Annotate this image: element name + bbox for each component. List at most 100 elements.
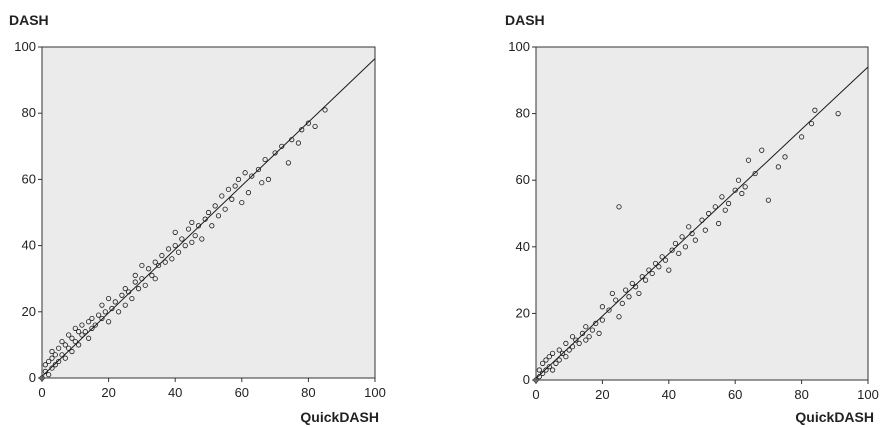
data-point xyxy=(49,355,55,361)
data-point xyxy=(540,370,546,376)
data-point xyxy=(62,342,68,348)
data-point xyxy=(222,206,228,212)
data-point xyxy=(559,350,566,356)
data-point xyxy=(722,207,728,213)
data-point xyxy=(46,372,52,378)
data-point xyxy=(798,134,805,140)
data-point xyxy=(322,107,328,113)
x-tick-label: 60 xyxy=(235,385,249,400)
data-point xyxy=(159,252,165,259)
y-tick-label: 100 xyxy=(508,39,530,54)
data-point xyxy=(219,193,225,199)
data-point xyxy=(56,345,62,351)
data-point xyxy=(72,338,78,345)
data-point xyxy=(152,259,158,265)
data-point xyxy=(599,304,606,310)
y-tick-label: 60 xyxy=(22,171,36,186)
data-point xyxy=(149,272,155,278)
data-point xyxy=(616,314,622,320)
data-point xyxy=(272,150,278,156)
data-point xyxy=(155,262,162,269)
data-point xyxy=(72,325,78,331)
data-point xyxy=(285,160,292,166)
data-point xyxy=(583,324,589,330)
data-point xyxy=(589,327,596,333)
data-point xyxy=(96,312,102,318)
data-point xyxy=(656,264,662,270)
data-point xyxy=(52,352,58,358)
data-point xyxy=(169,256,175,262)
data-point xyxy=(259,180,265,186)
data-point xyxy=(145,266,152,272)
data-point xyxy=(540,360,546,366)
data-point xyxy=(569,334,576,340)
data-point xyxy=(549,367,556,373)
data-point xyxy=(649,270,655,277)
data-point xyxy=(676,250,682,257)
data-point xyxy=(692,237,698,243)
y-tick-label: 0 xyxy=(523,372,530,387)
data-point xyxy=(752,170,758,177)
data-point xyxy=(666,267,672,273)
data-point xyxy=(642,277,649,283)
data-point xyxy=(586,334,592,340)
data-point xyxy=(189,239,195,245)
data-point xyxy=(49,365,55,371)
data-point xyxy=(86,335,92,341)
data-point xyxy=(669,247,675,253)
y-tick-label: 80 xyxy=(516,106,530,121)
data-point xyxy=(132,272,138,278)
data-point xyxy=(765,197,772,203)
data-point xyxy=(76,342,82,348)
x-tick-label: 0 xyxy=(38,385,45,400)
data-point xyxy=(79,322,85,328)
data-point xyxy=(99,315,105,322)
data-point xyxy=(782,154,788,160)
data-point xyxy=(279,143,285,149)
data-point xyxy=(563,354,569,360)
data-point xyxy=(209,223,215,229)
data-point xyxy=(262,156,268,163)
x-tick-label: 20 xyxy=(595,387,609,402)
data-point xyxy=(102,309,108,315)
chart-right: DASH QuickDASH 0 20 40 60 80 100 0 20 40 60 80 100 xyxy=(505,12,879,425)
x-tick-label: 0 xyxy=(532,387,539,402)
y-tick-label: 40 xyxy=(22,238,36,253)
data-point xyxy=(543,367,549,373)
chart-left: DASH QuickDASH 0 20 40 60 80 100 0 20 40 60 80 100 xyxy=(9,12,386,425)
data-point xyxy=(199,236,205,242)
data-point xyxy=(576,340,582,346)
y-tick-label: 60 xyxy=(516,172,530,187)
data-point xyxy=(739,190,745,197)
data-point xyxy=(245,190,252,196)
data-point xyxy=(735,177,742,183)
data-point xyxy=(715,220,722,227)
data-point xyxy=(255,166,262,173)
data-point xyxy=(109,305,115,312)
data-point xyxy=(89,325,95,331)
data-point xyxy=(182,243,188,249)
data-point xyxy=(299,127,305,133)
y-tick-label: 80 xyxy=(22,105,36,120)
data-point xyxy=(583,337,589,343)
data-point xyxy=(106,319,112,325)
data-point xyxy=(229,196,235,202)
data-point xyxy=(92,322,98,328)
data-point xyxy=(265,176,272,182)
data-point xyxy=(122,286,128,292)
data-point xyxy=(536,367,542,373)
data-point xyxy=(609,290,615,297)
data-point xyxy=(712,204,718,210)
y-tick-label: 20 xyxy=(516,305,530,320)
data-point xyxy=(573,337,579,343)
fit-line xyxy=(535,66,869,379)
data-point xyxy=(556,357,562,363)
data-point xyxy=(79,332,85,338)
data-point xyxy=(543,357,549,363)
data-point xyxy=(725,200,732,207)
data-point xyxy=(135,286,142,292)
data-point xyxy=(682,244,689,250)
data-point xyxy=(49,348,55,355)
data-point xyxy=(599,317,606,323)
data-point xyxy=(312,123,318,130)
